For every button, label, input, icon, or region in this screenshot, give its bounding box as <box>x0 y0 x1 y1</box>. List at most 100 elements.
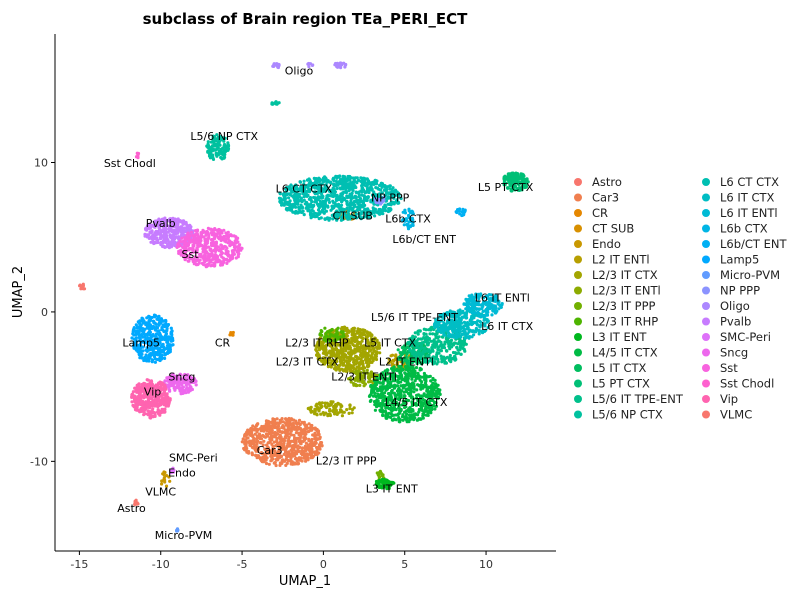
data-point <box>339 327 344 331</box>
data-point <box>331 177 335 181</box>
data-point <box>207 154 212 158</box>
data-point <box>379 387 383 391</box>
data-point <box>442 329 446 333</box>
data-point <box>318 202 322 206</box>
data-point <box>326 205 330 209</box>
points-layer <box>78 61 530 533</box>
data-point <box>379 396 383 400</box>
data-point <box>368 357 372 361</box>
data-point <box>406 227 411 231</box>
data-point <box>413 372 417 376</box>
data-point <box>329 349 333 353</box>
data-point <box>451 333 455 337</box>
data-point <box>290 424 294 428</box>
data-point <box>316 429 321 433</box>
data-point <box>349 356 353 360</box>
data-point <box>334 345 338 349</box>
data-point <box>297 457 301 461</box>
data-point <box>302 430 306 434</box>
data-point <box>153 351 157 355</box>
data-point <box>222 144 226 148</box>
data-point <box>451 357 455 361</box>
data-point <box>353 332 357 336</box>
data-point <box>427 349 431 353</box>
data-point <box>388 184 392 188</box>
data-point <box>295 452 299 456</box>
data-point <box>297 439 301 443</box>
data-point <box>165 340 169 344</box>
data-point <box>473 311 477 315</box>
data-point <box>419 337 423 341</box>
data-point <box>247 449 251 454</box>
data-point <box>448 353 452 358</box>
data-point <box>362 369 366 373</box>
data-point <box>336 401 340 405</box>
data-point <box>279 447 284 451</box>
data-point <box>491 306 495 310</box>
data-point <box>328 409 332 413</box>
data-point <box>256 436 260 440</box>
data-point <box>347 377 351 381</box>
data-point <box>464 316 468 320</box>
data-point <box>394 354 398 358</box>
data-point <box>351 366 355 370</box>
data-point <box>279 442 283 446</box>
data-point <box>263 447 267 451</box>
data-point <box>261 428 265 432</box>
data-point <box>467 294 471 298</box>
data-point <box>344 188 348 192</box>
data-point <box>331 199 335 203</box>
data-point <box>341 347 345 351</box>
data-point <box>429 386 433 390</box>
data-point <box>286 459 291 463</box>
data-point <box>365 371 369 375</box>
data-point <box>369 383 373 388</box>
data-point <box>373 403 377 407</box>
data-point <box>230 333 234 337</box>
data-point <box>323 404 327 408</box>
data-point <box>345 334 349 338</box>
data-point <box>356 361 360 365</box>
data-point <box>387 361 391 365</box>
data-point <box>348 204 352 208</box>
data-point <box>274 444 279 448</box>
data-point <box>339 344 343 348</box>
data-point <box>372 383 376 387</box>
data-point <box>370 355 374 359</box>
data-point <box>352 371 356 375</box>
data-point <box>407 413 412 417</box>
data-point <box>406 369 410 373</box>
data-point <box>277 456 282 460</box>
data-point <box>326 342 330 346</box>
data-point <box>354 200 358 204</box>
data-point <box>315 349 319 353</box>
data-point <box>226 143 230 147</box>
data-point <box>145 316 149 320</box>
data-point <box>377 343 381 347</box>
data-point <box>515 172 520 176</box>
data-point <box>322 211 326 215</box>
data-point <box>300 449 304 453</box>
data-point <box>300 446 304 450</box>
data-point <box>369 370 373 374</box>
data-point <box>323 217 327 221</box>
data-point <box>323 204 327 208</box>
data-point <box>242 440 246 444</box>
data-point <box>153 357 157 361</box>
data-point <box>286 442 290 446</box>
data-point <box>348 359 352 363</box>
data-point <box>356 327 360 331</box>
data-point <box>459 321 464 325</box>
data-point <box>302 195 306 199</box>
data-point <box>282 444 286 448</box>
data-point <box>323 351 327 355</box>
data-point <box>313 200 317 204</box>
data-point <box>426 392 430 396</box>
data-point <box>149 324 153 329</box>
data-point <box>312 443 316 448</box>
data-point <box>360 339 364 343</box>
data-point <box>274 432 278 436</box>
data-point <box>298 436 302 440</box>
data-point <box>324 176 328 180</box>
